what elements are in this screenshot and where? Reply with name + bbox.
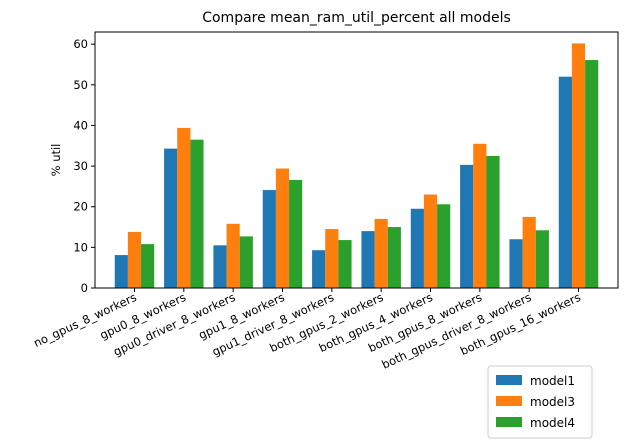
bar-model1-both_gpus_16_workers: [558, 76, 572, 288]
bars-group: [114, 43, 599, 289]
y-tick-label: 60: [73, 37, 88, 51]
bar-model1-gpu0_driver_8_workers: [213, 245, 227, 288]
y-tick-label: 40: [73, 118, 88, 132]
y-tick-label: 50: [73, 78, 88, 92]
bar-model4-no_gpus_8_workers: [141, 244, 155, 288]
bar-model3-gpu0_8_workers: [177, 127, 191, 289]
bar-model3-no_gpus_8_workers: [127, 231, 142, 288]
bar-model3-both_gpus_driver_8_workers: [522, 216, 536, 288]
legend: model1 model3 model4: [487, 365, 593, 439]
bar-model3-gpu0_driver_8_workers: [226, 223, 240, 288]
chart-title: Compare mean_ram_util_percent all models: [202, 10, 511, 26]
bar-model4-both_gpus_16_workers: [585, 60, 599, 288]
bar-model3-gpu1_8_workers: [275, 168, 290, 288]
bar-model4-both_gpus_driver_8_workers: [535, 230, 549, 288]
y-tick-label: 10: [73, 240, 88, 254]
bar-model3-both_gpus_2_workers: [374, 218, 388, 288]
bar-model1-gpu0_8_workers: [164, 148, 178, 288]
bar-model1-both_gpus_2_workers: [361, 231, 375, 288]
bar-model1-gpu1_8_workers: [262, 190, 276, 288]
bar-model1-both_gpus_4_workers: [410, 208, 424, 288]
legend-swatch-model1: [496, 375, 522, 385]
bar-model4-both_gpus_2_workers: [387, 227, 401, 288]
legend-label-model4: model4: [530, 416, 575, 430]
legend-label-model3: model3: [530, 395, 575, 409]
bar-model3-gpu1_driver_8_workers: [325, 229, 339, 288]
y-tick-label: 30: [73, 159, 88, 173]
bar-model1-both_gpus_driver_8_workers: [509, 239, 523, 288]
y-tick-label: 20: [73, 200, 88, 214]
plot-frame: [94, 31, 619, 289]
bar-model3-both_gpus_16_workers: [571, 43, 586, 288]
bar-model3-both_gpus_4_workers: [423, 194, 438, 288]
y-axis-label: % util: [49, 144, 63, 177]
bar-model4-both_gpus_4_workers: [437, 204, 451, 288]
bar-model4-gpu1_8_workers: [289, 179, 303, 288]
bar-model4-both_gpus_8_workers: [486, 155, 500, 288]
bar-model1-both_gpus_8_workers: [460, 164, 474, 288]
bar-model1-no_gpus_8_workers: [114, 255, 128, 288]
y-axis-ticks: 0 10 20 30 40 50 60: [73, 37, 95, 295]
bar-model4-gpu1_driver_8_workers: [338, 240, 352, 288]
bar-model4-gpu0_driver_8_workers: [239, 236, 253, 288]
x-axis-ticks: no_gpus_8_workersgpu0_8_workersgpu0_driv…: [31, 288, 583, 372]
legend-swatch-model3: [496, 396, 522, 406]
legend-label-model1: model1: [530, 374, 575, 388]
bar-model3-both_gpus_8_workers: [473, 143, 487, 288]
bar-model4-gpu0_8_workers: [190, 139, 204, 288]
y-tick-label: 0: [81, 281, 88, 295]
bar-model1-gpu1_driver_8_workers: [312, 250, 326, 288]
legend-swatch-model4: [496, 417, 522, 427]
